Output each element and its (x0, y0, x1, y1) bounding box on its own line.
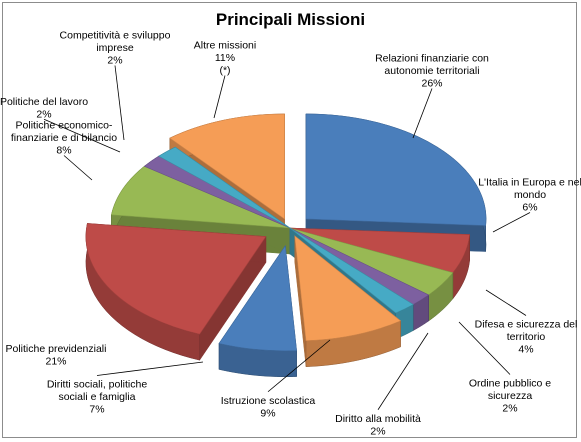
label-relazioni: Relazioni finanziarie con autonomie terri… (375, 53, 489, 90)
label-lavoro: Politiche del lavoro 2% (0, 96, 88, 121)
chart-title: Principali Missioni (215, 10, 366, 29)
label-italia: L'Italia in Europa e nel mondo 6% (478, 177, 581, 214)
label-competitivita: Competitività e sviluppo imprese 2% (60, 30, 171, 67)
leader-competitivita (114, 65, 125, 141)
label-ordine: Ordine pubblico e sicurezza 2% (469, 378, 551, 415)
leader-diritti (96, 361, 204, 376)
slice-relazioni (305, 113, 487, 226)
label-diritti: Diritti sociali, politiche sociali e fami… (47, 379, 148, 416)
slice-diritti (218, 244, 297, 352)
label-istruzione: Istruzione scolastica 9% (221, 395, 316, 420)
slice-altre (169, 113, 285, 220)
label-mobilita: Diritto alla mobilità 2% (335, 413, 421, 438)
label-economico: Politiche economico-finanziarie e di bil… (11, 120, 117, 157)
slice-istruzione (294, 235, 402, 342)
leader-altre (213, 75, 226, 119)
data-labels: Relazioni finanziarie con autonomie terri… (0, 30, 581, 438)
slice-tops (85, 113, 487, 352)
leader-difesa (485, 289, 527, 316)
slice-economico (111, 165, 291, 229)
leader-italia (492, 212, 531, 233)
slice-competitivita (158, 146, 291, 229)
leader-istruzione (267, 339, 331, 393)
slice-previdenziali (85, 223, 267, 335)
leader-ordine (458, 321, 511, 375)
label-difesa: Difesa e sicurezza del territorio 4% (475, 319, 578, 356)
label-previdenziali: Politiche previdenziali 21% (6, 343, 107, 368)
leader-economico (63, 155, 93, 181)
leader-mobilita (377, 332, 429, 410)
leader-relazioni (412, 88, 433, 139)
leader-lavoro (43, 118, 121, 153)
slice-mobilita (289, 227, 414, 314)
label-altre: Altre missioni 11% (*) (194, 40, 256, 77)
